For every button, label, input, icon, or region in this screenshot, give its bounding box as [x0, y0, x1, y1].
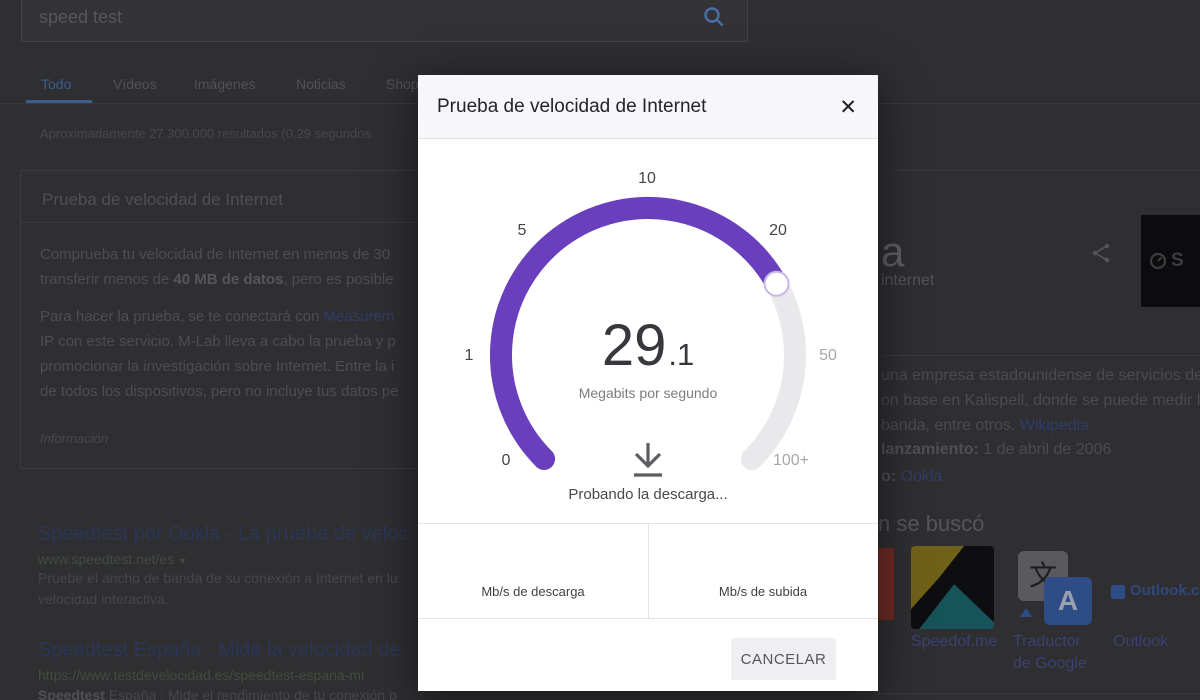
card-paragraph-line: de todos los dispositivos, pero no inclu… [40, 383, 399, 400]
gauge-tick-100: 100+ [772, 452, 810, 469]
card-text: Para hacer la prueba, se te conectará co… [40, 308, 324, 325]
fact-label: lanzamiento: [881, 441, 979, 458]
chevron-down-icon[interactable]: ▼ [178, 556, 187, 566]
card-paragraph-line: IP con este servicio. M-Lab lleva a cabo… [40, 333, 396, 350]
card-paragraph-line: Comprueba tu velocidad de Internet en me… [40, 246, 391, 263]
gauge-arc [490, 197, 806, 470]
gauge-tick-10: 10 [638, 170, 656, 187]
card-paragraph-line: transferir menos de 40 MB de datos, pero… [40, 271, 394, 288]
answer-card-title: Prueba de velocidad de Internet [42, 190, 284, 209]
tab-noticias[interactable]: Noticias [296, 76, 346, 92]
upload-column-label: Mb/s de subida [718, 584, 808, 599]
translate-icon-a-glyph: A [1057, 585, 1079, 616]
columns-divider [648, 524, 649, 619]
related-item-translate[interactable]: Traductor [1013, 633, 1081, 650]
related-searches-header-fragment: n se buscó [878, 511, 985, 536]
cancel-button[interactable]: CANCELAR [731, 638, 836, 680]
card-paragraph-line: Para hacer la prueba, se te conectará co… [40, 308, 394, 325]
tab-shopping[interactable]: Shop [386, 76, 419, 92]
speed-value: 29 .1 [418, 317, 878, 375]
panel-description-line: banda, entre otros. Wikipedia [881, 417, 1089, 435]
speed-columns: Mb/s de descarga Mb/s de subida [418, 523, 878, 619]
gauge-tick-1: 1 [464, 347, 474, 364]
result-url[interactable]: www.speedtest.net/es ▼ [38, 551, 187, 567]
fact-value: 1 de abril de 2006 [978, 441, 1112, 458]
wikipedia-link[interactable]: Wikipedia [1019, 417, 1090, 434]
translate-icon-blue-square [1044, 577, 1092, 625]
speed-gauge: 0 1 5 10 20 50 100+ 29 .1 Megabits por s… [418, 139, 878, 523]
answer-card-divider [21, 222, 460, 223]
outlook-logo-text: Outlook.com [1130, 582, 1200, 599]
speedometer-icon [1149, 252, 1167, 270]
panel-bottom-divider [878, 693, 1200, 694]
speed-value-decimal: .1 [668, 337, 695, 372]
speedofme-icon[interactable] [911, 546, 994, 629]
search-box[interactable] [21, 0, 748, 42]
tab-todo[interactable]: Todo [41, 76, 72, 92]
panel-fact: lanzamiento: 1 de abril de 2006 [881, 441, 1111, 459]
panel-description-line: on base en Kalispell, donde se puede med… [881, 392, 1200, 409]
speed-value-int: 29 [601, 313, 667, 378]
panel-divider [881, 355, 1200, 356]
tab-imagenes[interactable]: Imágenes [194, 76, 256, 92]
share-icon[interactable] [1090, 242, 1112, 264]
snippet-text: España : Mide el rendimiento de tu conex… [104, 687, 397, 700]
result-title[interactable]: Speedtest por Ookla - La prueba de veloc [38, 523, 409, 545]
result-url[interactable]: https://www.testdevelocidad.es/speedtest… [38, 667, 365, 683]
result-url-text: www.speedtest.net/es [38, 551, 175, 567]
ookla-link[interactable]: Ookla [900, 468, 943, 485]
search-icon[interactable] [703, 6, 725, 28]
measurement-lab-link[interactable]: Measurem [323, 308, 395, 325]
tab-videos[interactable]: Vídeos [113, 76, 157, 92]
panel-top-border [893, 170, 1200, 171]
panel-title-fragment: a [881, 228, 905, 275]
speedtest-logo-tile[interactable]: S [1141, 215, 1200, 307]
speed-unit-label: Megabits por segundo [578, 385, 718, 401]
related-item-icon-fragment[interactable] [878, 548, 894, 620]
speed-test-dialog: Prueba de velocidad de Internet ✕ 0 1 5 … [418, 75, 878, 691]
download-arrow-icon [634, 443, 662, 477]
panel-fact: o: Ookla [881, 468, 942, 486]
gauge-status-text: Probando la descarga... [568, 486, 728, 503]
card-text: transferir menos de [40, 271, 174, 288]
dialog-header: Prueba de velocidad de Internet ✕ [418, 75, 878, 139]
gauge-tick-5: 5 [517, 222, 527, 239]
info-link[interactable]: Información [40, 431, 108, 446]
gauge-tick-0: 0 [501, 452, 511, 469]
result-snippet-line: Pruebe el ancho de banda de su conexión … [38, 570, 398, 586]
card-text: , pero es posible [283, 271, 394, 288]
close-icon[interactable]: ✕ [839, 96, 857, 119]
gauge-tick-20: 20 [769, 222, 787, 239]
dialog-footer: CANCELAR [418, 618, 878, 691]
google-translate-icon[interactable]: 文 A [1018, 551, 1092, 625]
dialog-title: Prueba de velocidad de Internet [437, 96, 707, 117]
panel-subtitle-fragment: internet [881, 272, 935, 289]
related-item-speedofme[interactable]: Speedof.me [911, 633, 998, 650]
related-item-translate-line2[interactable]: de Google [1013, 655, 1087, 672]
result-title[interactable]: Speedtest España : Mide la velocidad de [38, 639, 401, 661]
translate-icon-arrow [1020, 608, 1032, 617]
fact-label: o: [881, 468, 897, 485]
result-snippet-line: Speedtest España : Mide el rendimiento d… [38, 687, 397, 700]
card-text-bold: 40 MB de datos [173, 271, 284, 288]
result-snippet-line: velocidad interactiva. [38, 591, 169, 607]
speedtest-logo-text-fragment: S [1171, 250, 1184, 271]
panel-text: banda, entre otros. [881, 417, 1020, 434]
card-paragraph-line: promocionar la investigación sobre Inter… [40, 358, 395, 375]
download-column-label: Mb/s de descarga [481, 584, 585, 599]
results-stats: Aproximadamente 27.300.000 resultados (0… [40, 126, 371, 141]
related-item-outlook[interactable]: Outlook [1113, 633, 1169, 650]
snippet-bold: Speedtest [38, 687, 105, 700]
active-tab-indicator [26, 100, 92, 103]
search-input[interactable]: speed test [39, 7, 123, 27]
outlook-icon[interactable] [1111, 585, 1125, 599]
gauge-tick-50: 50 [819, 347, 837, 364]
panel-description-line: una empresa estadounidense de servicios … [881, 367, 1200, 384]
gauge-handle [763, 270, 790, 297]
